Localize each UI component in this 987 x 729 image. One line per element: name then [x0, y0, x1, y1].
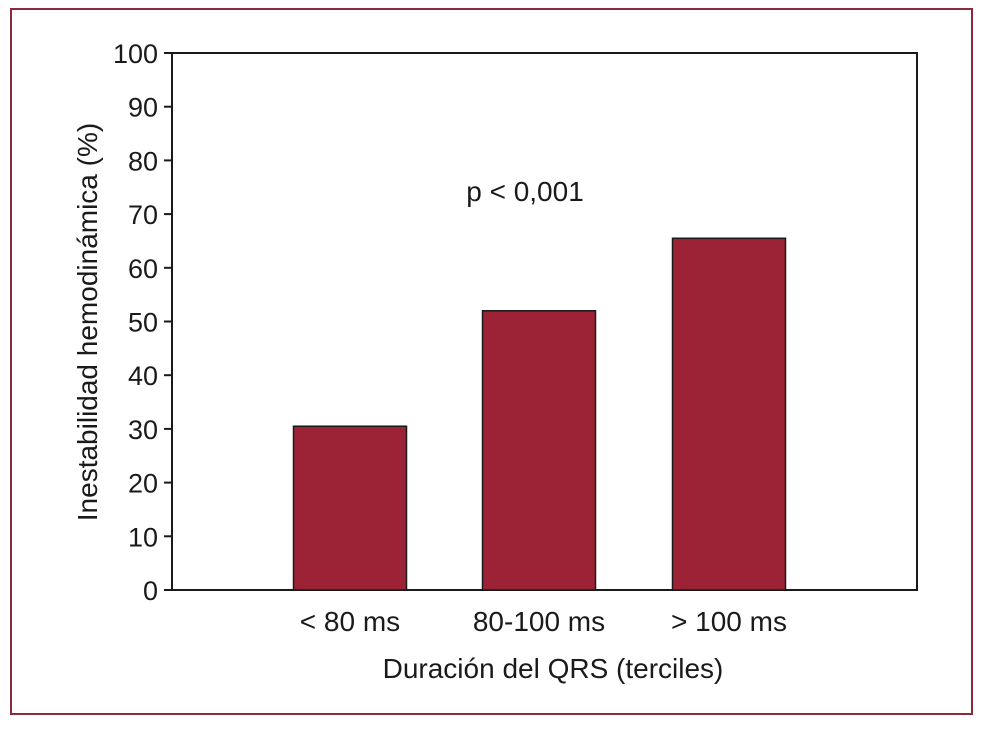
x-axis-title: Duración del QRS (terciles) — [383, 653, 724, 684]
x-axis: < 80 ms 80-100 ms > 100 ms — [300, 606, 787, 637]
y-tick-label: 70 — [128, 200, 158, 230]
y-tick-label: 80 — [128, 146, 158, 176]
y-tick-label: 40 — [128, 361, 158, 391]
y-axis: 0 10 20 30 40 50 60 70 80 90 100 — [113, 39, 172, 606]
y-tick-label: 10 — [128, 522, 158, 552]
bars — [292, 237, 787, 591]
x-category-label: < 80 ms — [300, 606, 400, 637]
x-category-label: > 100 ms — [671, 606, 787, 637]
bar-1 — [292, 425, 408, 591]
y-tick-label: 100 — [113, 39, 158, 69]
y-tick-label: 0 — [143, 576, 158, 606]
x-category-label: 80-100 ms — [473, 606, 605, 637]
y-tick-label: 60 — [128, 254, 158, 284]
p-value-annotation: p < 0,001 — [466, 176, 584, 207]
y-tick-label: 50 — [128, 308, 158, 338]
y-tick-label: 30 — [128, 415, 158, 445]
y-axis-title: Inestabilidad hemodinámica (%) — [72, 123, 103, 521]
y-tick-label: 20 — [128, 469, 158, 499]
bar-3 — [671, 237, 787, 591]
y-tick-label: 90 — [128, 93, 158, 123]
bar-2 — [481, 310, 597, 591]
